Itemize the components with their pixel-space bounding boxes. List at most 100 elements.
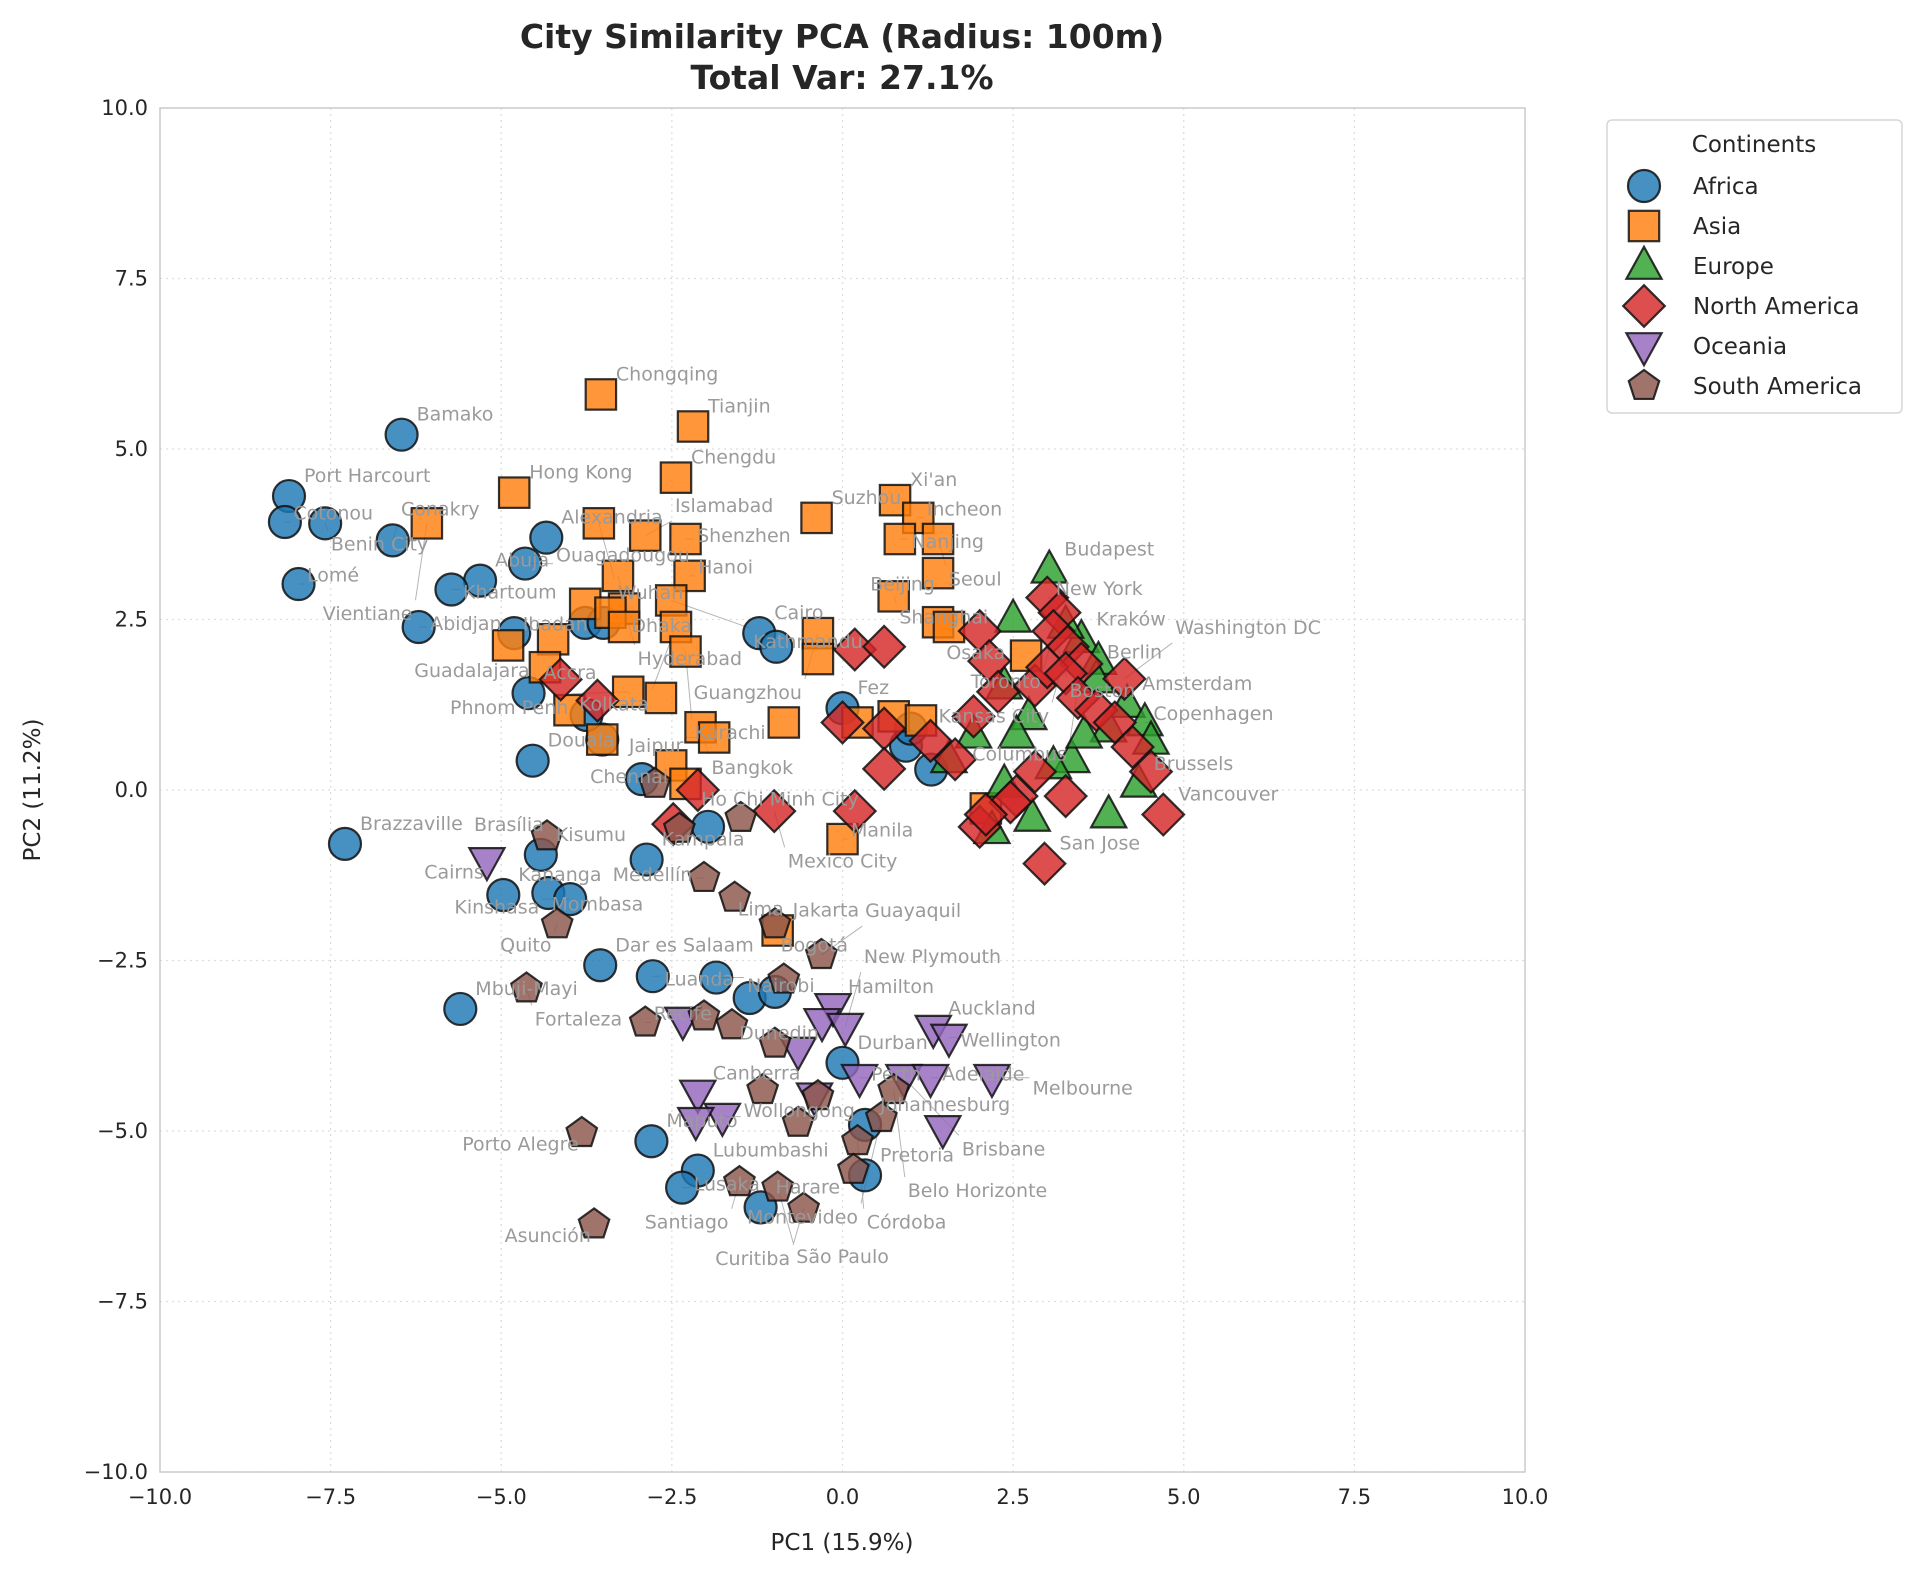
city-label: Curitiba — [715, 1248, 790, 1270]
x-tick-label: 0.0 — [826, 1485, 859, 1509]
legend-marker-africa — [1626, 168, 1662, 204]
point-south-america — [864, 1100, 898, 1133]
point-south-america — [715, 1007, 749, 1040]
point-asia — [536, 622, 570, 656]
city-label: Conakry — [401, 498, 480, 520]
legend-marker-europe — [1624, 244, 1664, 280]
city-label: Kampala — [662, 829, 745, 851]
point-south-america — [758, 1026, 792, 1058]
city-label: Canberra — [713, 1062, 801, 1084]
city-label: Chongqing — [616, 363, 718, 385]
y-tick-label: 10.0 — [101, 96, 148, 120]
city-label: Mexico City — [788, 850, 898, 872]
point-asia — [410, 507, 444, 540]
city-label: Cairns — [424, 862, 484, 884]
legend-marker-oceania — [1624, 332, 1664, 368]
point-south-america — [767, 962, 801, 994]
city-label: Wuhan — [617, 582, 683, 604]
city-label: Abuja — [495, 550, 549, 572]
city-label: Santiago — [645, 1212, 729, 1234]
city-label: São Paulo — [796, 1246, 889, 1268]
city-label: Suzhou — [832, 487, 902, 509]
city-label: Wellington — [961, 1030, 1061, 1052]
y-tick-label: −5.0 — [97, 1119, 148, 1143]
city-label: Vancouver — [1178, 784, 1278, 806]
city-label: Khartoum — [463, 582, 557, 604]
city-label: Durban — [858, 1032, 928, 1054]
point-north-america — [1022, 841, 1067, 887]
point-europe — [997, 713, 1036, 749]
point-south-america — [836, 1152, 870, 1184]
city-label: Karachi — [695, 722, 766, 744]
city-label: Budapest — [1064, 539, 1154, 561]
city-label: Ouagadougou — [556, 544, 690, 566]
city-label: Lima — [738, 898, 784, 920]
point-asia — [921, 522, 955, 556]
point-south-america — [662, 811, 696, 843]
point-africa — [635, 959, 670, 994]
city-label: Benin City — [331, 534, 428, 556]
point-oceania — [778, 1036, 818, 1073]
city-label: Kinshasa — [454, 896, 539, 918]
point-africa — [327, 826, 363, 861]
point-africa — [267, 504, 302, 540]
city-label: Dunedin — [739, 1022, 819, 1044]
point-oceania — [911, 1063, 951, 1100]
city-label: Kolkata — [579, 693, 649, 715]
point-north-america — [832, 788, 878, 834]
city-label: Shenzhen — [697, 525, 791, 547]
point-africa — [759, 629, 794, 664]
x-tick-label: 2.5 — [996, 1485, 1029, 1509]
point-south-america — [540, 906, 574, 939]
city-label: Lusaka — [694, 1174, 760, 1196]
city-label: Medellín — [613, 864, 693, 886]
city-label: Hyderabad — [638, 648, 743, 670]
point-africa — [508, 546, 543, 581]
point-south-america — [781, 1105, 815, 1137]
city-label: Guayaquil — [865, 900, 961, 922]
point-south-america — [577, 1207, 611, 1239]
point-south-america — [761, 1170, 795, 1202]
point-africa — [515, 743, 550, 778]
legend-marker-south-america — [1627, 368, 1661, 401]
city-label: Brussels — [1154, 753, 1234, 775]
point-africa — [308, 506, 343, 541]
city-label: Maputo — [666, 1110, 737, 1132]
point-asia — [877, 580, 910, 613]
x-tick-label: 10.0 — [1502, 1485, 1549, 1509]
city-label: Beijing — [870, 574, 935, 596]
point-north-america — [963, 792, 1009, 837]
point-north-america — [1012, 749, 1058, 794]
legend-label-asia: Asia — [1693, 214, 1741, 240]
point-africa — [511, 676, 546, 711]
city-label: Berlin — [1107, 642, 1162, 664]
plot-frame — [159, 107, 1526, 1473]
point-south-america — [530, 819, 564, 851]
point-africa — [375, 523, 410, 558]
city-label: Nanjing — [911, 531, 984, 553]
point-north-america — [951, 693, 996, 739]
city-label: Porto Alegre — [462, 1134, 578, 1156]
point-africa — [486, 877, 521, 913]
city-label: Brisbane — [962, 1138, 1045, 1160]
y-tick-label: 0.0 — [115, 778, 148, 802]
city-label: Mbuji-Mayi — [475, 978, 577, 1000]
city-label: Recife — [654, 1003, 712, 1025]
city-label: Amsterdam — [1142, 673, 1252, 695]
city-label: Washington DC — [1175, 617, 1321, 639]
city-label: New York — [1056, 578, 1143, 600]
point-africa — [401, 609, 436, 645]
point-south-america — [722, 1164, 756, 1197]
x-tick-label: −5.0 — [476, 1485, 527, 1509]
legend-title: Continents — [1692, 132, 1816, 158]
point-asia — [676, 410, 710, 443]
point-south-america — [509, 971, 544, 1003]
city-label: Phnom Penh — [450, 697, 568, 719]
point-south-america — [804, 937, 838, 970]
city-label: Xi'an — [910, 469, 957, 491]
city-label: Ibadan — [523, 614, 588, 636]
city-label: Hamilton — [848, 976, 934, 998]
city-label: Cairo — [774, 602, 823, 624]
point-south-america — [724, 800, 758, 833]
